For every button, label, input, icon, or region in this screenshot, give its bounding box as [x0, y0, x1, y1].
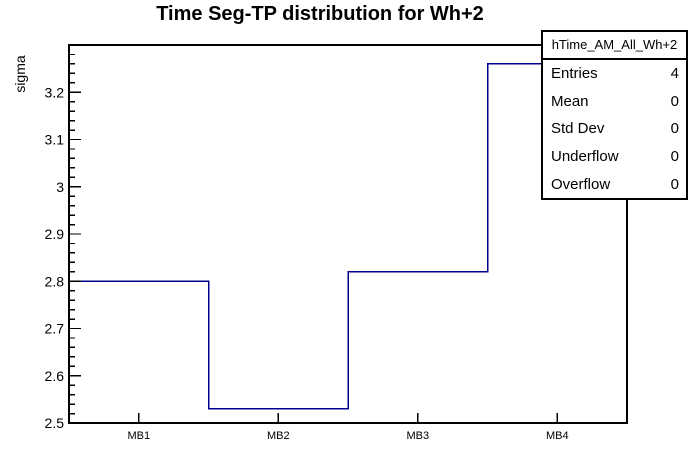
x-tick-label: MB3 [406, 430, 429, 442]
stats-value: 0 [670, 120, 679, 138]
x-axis-tick-labels: MB1 MB2 MB3 MB4 [127, 430, 568, 442]
y-tick-label: 2.6 [45, 368, 65, 384]
stats-row-mean: Mean 0 [543, 88, 686, 116]
stats-value: 0 [670, 148, 679, 166]
stats-box-header: hTime_AM_All_Wh+2 [543, 32, 686, 60]
y-tick-label: 3.1 [45, 132, 65, 148]
stats-row-stddev: Std Dev 0 [543, 115, 686, 143]
y-tick-label: 2.5 [45, 415, 65, 431]
stats-label: Overflow [551, 175, 611, 193]
stats-label: Std Dev [551, 120, 605, 138]
stats-box: hTime_AM_All_Wh+2 Entries 4 Mean 0 Std D… [541, 30, 688, 200]
stats-label: Entries [551, 65, 598, 83]
x-axis-ticks [138, 413, 558, 423]
x-tick-label: MB4 [546, 430, 569, 442]
stats-row-entries: Entries 4 [543, 60, 686, 88]
y-tick-label: 2.7 [45, 321, 65, 337]
y-tick-label: 2.8 [45, 273, 65, 289]
stats-value: 4 [670, 65, 679, 83]
y-axis-ticks [69, 44, 81, 424]
stats-label: Mean [551, 92, 589, 110]
chart-title: Time Seg-TP distribution for Wh+2 [156, 3, 484, 25]
stats-row-overflow: Overflow 0 [543, 170, 686, 198]
stats-row-underflow: Underflow 0 [543, 143, 686, 171]
stats-value: 0 [670, 92, 679, 110]
y-tick-label: 3 [56, 179, 64, 195]
stats-value: 0 [670, 175, 679, 193]
y-axis-tick-labels: 2.5 2.6 2.7 2.8 2.9 3 3.1 3.2 [45, 84, 65, 431]
y-tick-label: 2.9 [45, 226, 65, 242]
x-tick-label: MB2 [267, 430, 290, 442]
stats-label: Underflow [551, 148, 619, 166]
x-tick-label: MB1 [127, 430, 150, 442]
y-tick-label: 3.2 [45, 84, 65, 100]
